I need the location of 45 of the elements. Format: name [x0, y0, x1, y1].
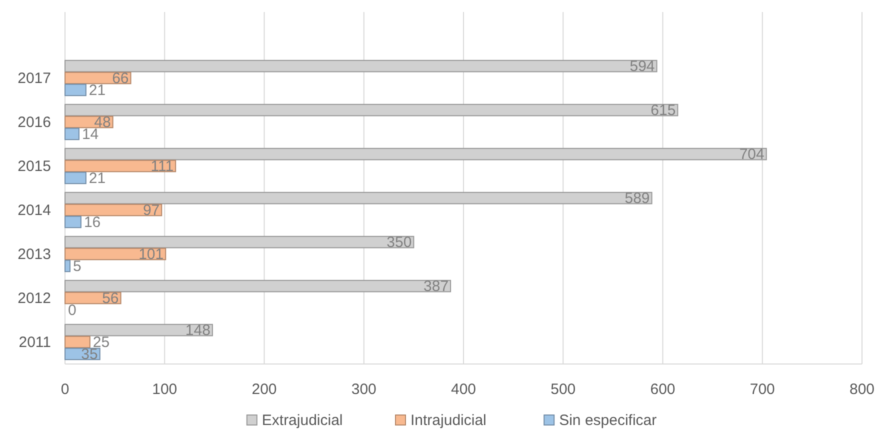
- x-tick-label: 800: [849, 381, 875, 398]
- data-label: 615: [650, 102, 676, 120]
- legend-label: Extrajudicial: [262, 412, 343, 429]
- legend-label: Sin especificar: [559, 412, 657, 429]
- bar: [64, 216, 82, 228]
- data-label: 589: [624, 190, 650, 208]
- data-label: 350: [386, 234, 412, 252]
- data-label: 16: [84, 214, 101, 231]
- data-label: 21: [88, 82, 106, 99]
- data-label: 148: [185, 322, 210, 340]
- data-label: 5: [72, 258, 82, 275]
- y-tick-label: 2011: [18, 334, 51, 351]
- data-label: 66: [112, 70, 129, 87]
- bar: [64, 204, 162, 216]
- bar: [64, 172, 86, 184]
- x-tick-label: 100: [152, 381, 178, 398]
- data-label: 704: [739, 146, 764, 164]
- bar: [64, 160, 176, 172]
- y-tick-label: 2017: [18, 70, 51, 87]
- y-tick-label: 2016: [18, 114, 51, 131]
- x-tick-label: 600: [650, 381, 676, 398]
- data-label: 97: [142, 202, 160, 219]
- bar: [64, 336, 90, 348]
- data-label: 387: [424, 278, 449, 296]
- bar: [64, 128, 80, 140]
- x-tick-label: 200: [252, 381, 277, 398]
- data-label: 111: [150, 158, 174, 175]
- x-tick-label: 300: [351, 381, 376, 398]
- x-tick-label: 400: [450, 381, 476, 398]
- y-tick-label: 2014: [18, 202, 51, 219]
- data-label: 21: [88, 170, 106, 187]
- legend-label: Intrajudicial: [410, 412, 486, 429]
- bar: [64, 84, 86, 96]
- data-label: 594: [630, 58, 655, 76]
- data-label: 14: [82, 126, 99, 143]
- y-tick-label: 2015: [18, 158, 51, 175]
- data-label: 0: [68, 302, 76, 319]
- y-tick-label: 2013: [18, 246, 51, 263]
- y-tick-label: 2012: [18, 290, 51, 307]
- data-label: 101: [138, 246, 164, 263]
- x-tick-label: 500: [550, 381, 576, 398]
- bar: [64, 260, 70, 272]
- x-tick-label: 0: [60, 381, 70, 398]
- data-label: 56: [102, 290, 119, 307]
- x-tick-label: 700: [750, 381, 775, 398]
